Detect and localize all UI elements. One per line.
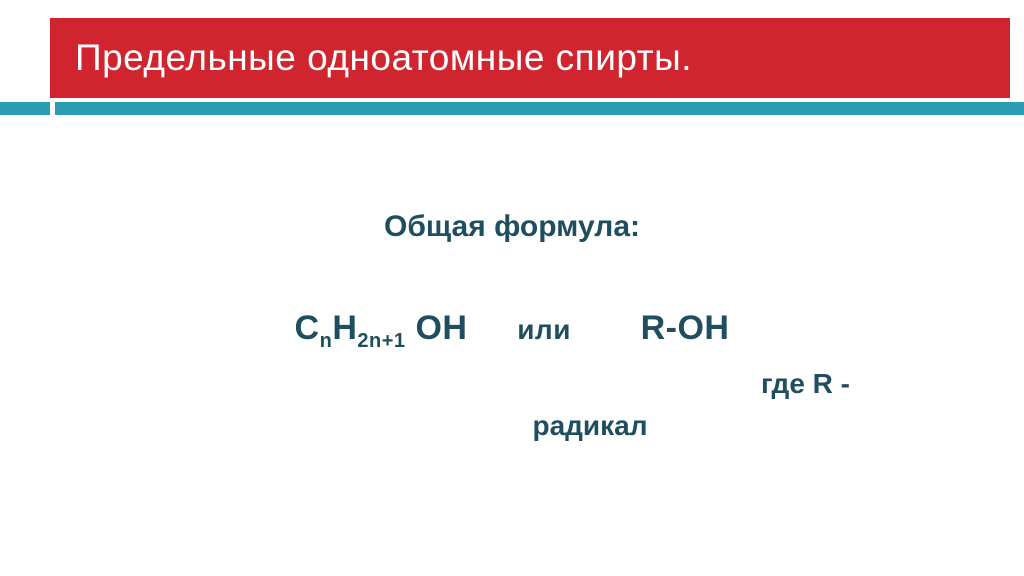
formula-sub-n: n: [320, 330, 333, 352]
accent-bar-right: [55, 102, 1024, 115]
radical-where: где R -: [440, 368, 850, 400]
formula-roh: R-OH: [641, 309, 730, 347]
radical-line: где R - радикал: [0, 368, 1024, 442]
formula-or: или: [517, 314, 571, 345]
formula-c: C: [295, 309, 320, 347]
formula-h: H: [332, 309, 357, 347]
radical-word: радикал: [440, 410, 740, 442]
formula-line: CnH2n+1 OH или R-OH: [0, 309, 1024, 353]
slide-content: Общая формула: CnH2n+1 OH или R-OH где R…: [0, 170, 1024, 442]
formula-oh: OH: [406, 309, 468, 347]
content-heading: Общая формула:: [0, 210, 1024, 244]
slide-title-band: Предельные одноатомные спирты.: [50, 18, 1010, 98]
accent-bar-left: [0, 102, 50, 115]
slide-title: Предельные одноатомные спирты.: [75, 37, 692, 79]
formula-sub-2n1: 2n+1: [357, 330, 405, 352]
